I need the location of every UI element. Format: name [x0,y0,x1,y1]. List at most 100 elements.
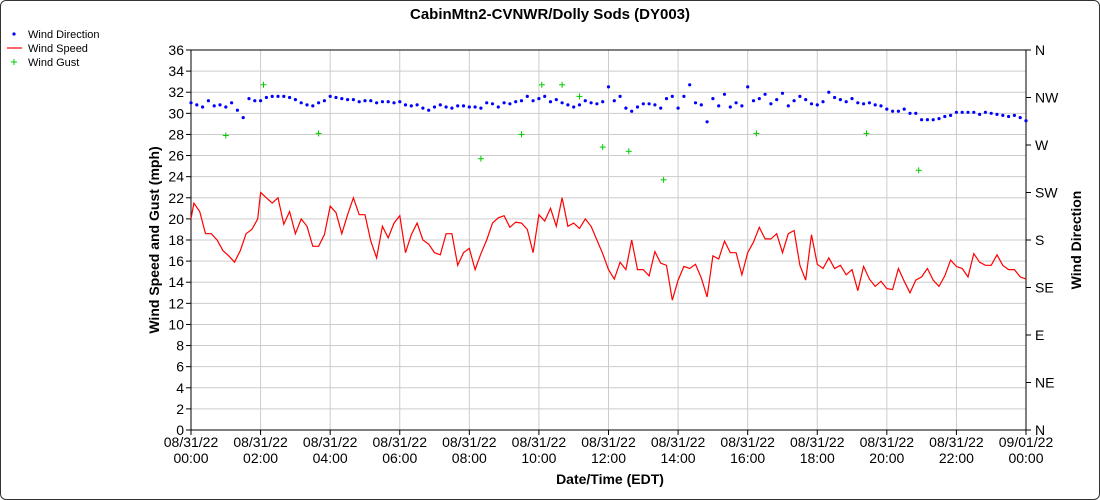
x-tick-label-date: 09/01/22 [999,434,1054,450]
wind-direction-point [780,91,785,95]
wind-direction-point [1024,119,1028,123]
wind-direction-point [983,110,988,114]
wind-direction-point [201,105,205,109]
wind-gust-point [222,132,229,139]
y-tick-label: 4 [176,380,184,396]
wind-gust-point [576,93,583,100]
wind-direction-point [815,103,819,107]
wind-gust-point [518,131,525,138]
y-tick-label: 30 [168,105,184,121]
wind-direction-point [635,105,640,109]
legend-marker-wind-direction [12,32,16,36]
wind-direction-point [641,102,645,106]
wind-gust-point [315,130,322,137]
wind-direction-point [548,100,553,104]
wind-direction-point [798,94,802,98]
wind-direction-point [473,105,477,109]
wind-direction-point [624,106,628,110]
wind-direction-point [844,100,848,104]
wind-direction-point [734,101,738,105]
y-tick-label: 8 [176,338,184,354]
wind-gust-point [599,144,606,151]
y-tick-label: 12 [168,295,184,311]
x-tick-label-date: 08/31/22 [233,434,288,450]
wind-direction-point [259,99,263,103]
wind-gust-point [753,130,760,137]
y-tick-label: 24 [168,169,184,185]
wind-direction-point [363,99,367,103]
y-tick-label: 10 [168,316,184,332]
wind-direction-point [514,100,518,104]
wind-direction-point [270,94,274,98]
x-axis-title: Date/Time (EDT) [556,471,664,487]
grid [190,49,1027,431]
wind-direction-point [902,107,906,111]
wind-gust-point [559,81,566,88]
wind-direction-point [914,111,918,115]
y-axis-title: Wind Speed and Gust (mph) [146,146,162,333]
y2-tick-label: SW [1035,185,1058,201]
wind-direction-point [357,100,361,104]
y-tick-label: 6 [176,359,184,375]
wind-direction-point [711,97,715,101]
y-tick-label: 18 [168,232,184,248]
wind-direction-point [543,94,547,98]
wind-direction-point [403,103,408,107]
y-tick-label: 16 [168,253,184,269]
wind-gust-point [660,176,667,183]
y-tick-label: 34 [168,63,184,79]
x-tick-label-date: 08/31/22 [720,434,775,450]
wind-direction-point [612,99,616,103]
wind-direction-point [838,98,843,102]
wind-direction-point [288,95,292,100]
wind-direction-point [380,100,384,104]
x-tick-label-time: 02:00 [243,450,278,466]
wind-direction-point [659,106,663,110]
y2-tick-label: N [1035,422,1045,438]
wind-direction-point [572,105,576,109]
wind-direction-point [293,98,297,102]
x-tick-label-time: 12:00 [591,450,626,466]
y-tick-label: 28 [168,126,184,142]
y2-tick-label: W [1035,137,1049,153]
y-tick-label: 20 [168,211,184,227]
wind-direction-point [954,110,959,114]
wind-direction-point [340,97,344,101]
wind-direction-point [850,97,854,101]
x-axis: 08/31/2200:0008/31/2202:0008/31/2204:000… [164,430,1054,466]
x-tick-label-date: 08/31/22 [929,434,984,450]
wind-direction-point [322,99,326,103]
wind-direction-point [746,85,750,89]
wind-direction-point [682,94,686,98]
y-tick-label: 2 [176,401,184,417]
wind-direction-point [247,97,251,101]
wind-direction-point [821,100,825,104]
wind-direction-point [896,109,901,113]
wind-direction-point [862,102,866,106]
wind-direction-point [786,104,790,108]
y-tick-label: 22 [168,190,184,206]
wind-gust-point [260,81,267,88]
wind-direction-point [676,106,680,110]
wind-direction-point [775,98,779,102]
x-tick-label-date: 08/31/22 [373,434,428,450]
wind-direction-point [537,97,541,101]
wind-direction-point [496,105,500,109]
x-tick-label-time: 08:00 [452,450,487,466]
wind-direction-point [1012,113,1017,117]
wind-direction-point [461,104,466,108]
wind-direction-point [833,95,837,100]
wind-direction-point [195,103,199,107]
plot-area [189,81,1028,301]
wind-direction-point [415,103,419,107]
wind-direction-point [282,94,286,98]
wind-direction-point [230,101,234,105]
legend-label-wind-speed: Wind Speed [28,43,88,55]
wind-direction-point [525,94,529,98]
wind-direction-point [328,94,332,98]
wind-direction-point [334,95,338,100]
wind-direction-point [885,107,889,111]
y2-tick-label: SE [1035,280,1054,296]
